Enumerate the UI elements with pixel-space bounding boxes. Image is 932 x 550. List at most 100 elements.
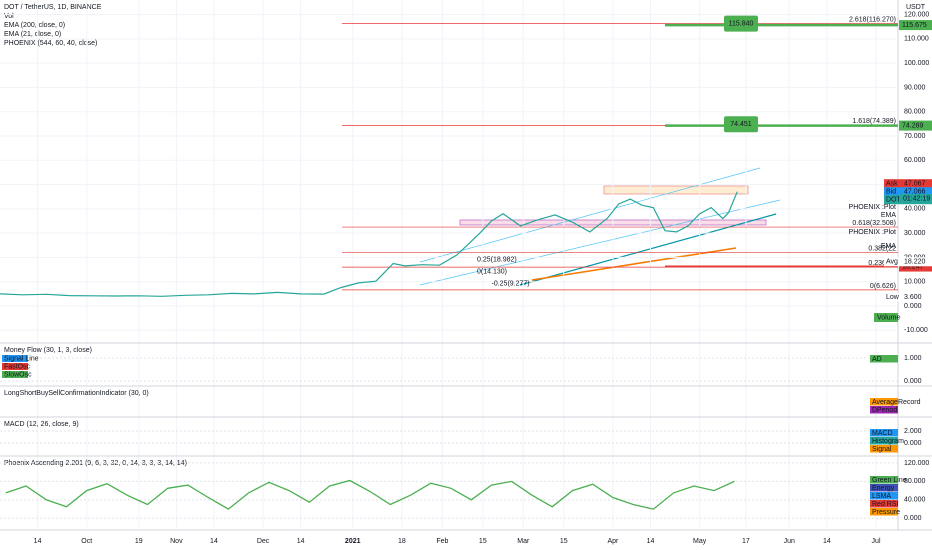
x-tick-label: Apr xyxy=(607,538,619,545)
oscillator-line xyxy=(5,479,735,510)
x-tick-label: 14 xyxy=(297,538,305,545)
x-tick-label: May xyxy=(693,538,707,545)
legend-label: Pressure xyxy=(872,509,900,516)
x-tick-label: Jun xyxy=(784,538,795,545)
x-tick-label: 14 xyxy=(210,538,218,545)
y-tick-label: -10.000 xyxy=(904,327,928,334)
fib-label: 0.25(18.982) xyxy=(477,257,517,264)
legend-badge xyxy=(870,437,898,445)
legend-swatch xyxy=(2,363,28,370)
badge-name: Bid xyxy=(886,189,896,196)
pane-title: LongShortBuySellConfirmationIndicator (3… xyxy=(4,390,149,397)
plot-label: EMA xyxy=(881,212,897,219)
legend-badge xyxy=(870,508,898,516)
y-tick-label: 40.000 xyxy=(904,206,926,213)
fib-level-label: 0.236(16 xyxy=(868,260,896,267)
x-tick-label: 17 xyxy=(742,538,750,545)
legend-label: LSMA xyxy=(872,493,891,500)
legend-badge xyxy=(870,398,898,406)
callout-label: 115.840 xyxy=(729,21,754,28)
y-tick-label: 0.000 xyxy=(904,303,922,310)
y-tick-label: 10.000 xyxy=(904,279,926,286)
pane-title: Phoenix Ascending 2.201 (9, 6, 3, 32, 0,… xyxy=(4,460,187,467)
channel-line xyxy=(419,199,781,286)
legend-label: AverageRecord xyxy=(872,399,921,406)
countdown: 01:42:19 xyxy=(903,195,930,202)
x-tick-label: Nov xyxy=(170,538,183,545)
badge-value: 47.067 xyxy=(904,181,926,188)
volume-badge xyxy=(874,313,898,322)
callout xyxy=(724,116,758,133)
plot-label: EMA xyxy=(881,243,897,250)
price-badge-label: 16.247 xyxy=(902,263,924,270)
legend-label: SlowOsc xyxy=(4,371,32,378)
trend-line xyxy=(519,213,777,286)
legend-label: FastOsc xyxy=(4,363,31,370)
y-tick-label: 120.000 xyxy=(904,11,929,18)
fib-level-label: 1.618(74.389) xyxy=(852,118,896,125)
price-badge-label: 74.289 xyxy=(902,122,924,129)
legend-badge xyxy=(870,406,898,414)
legend-label: Histogram xyxy=(872,438,904,445)
pane-title: MACD (12, 26, close, 9) xyxy=(4,421,79,428)
countdown-badge xyxy=(899,194,932,203)
legend-label: Signal Line xyxy=(4,355,39,362)
y-tick-label: 80.000 xyxy=(904,478,926,485)
legend-badge xyxy=(870,355,898,363)
legend-label: AD xyxy=(872,356,882,363)
fib-level-label: 0.382(22 xyxy=(868,245,896,252)
legend-label: DPeriod xyxy=(872,407,897,414)
x-tick-label: 14 xyxy=(647,538,655,545)
price-badge xyxy=(899,261,932,272)
price-badge xyxy=(899,120,932,131)
indicator-label: EMA (200, close, 0) xyxy=(4,22,65,29)
badge-name: Low xyxy=(886,294,900,301)
y-tick-label: 0.000 xyxy=(904,440,922,447)
legend-badge xyxy=(870,429,898,437)
price-badge xyxy=(899,20,932,31)
y-tick-label: 60.000 xyxy=(904,157,926,164)
price-line xyxy=(0,191,738,297)
x-tick-label: 2021 xyxy=(345,538,361,545)
fib-label: -0.25(9.277) xyxy=(492,280,530,287)
badge-name: Avg xyxy=(886,259,898,266)
y-tick-label: 1.000 xyxy=(904,355,922,362)
y-tick-label: 2.000 xyxy=(904,428,922,435)
symbol-title: DOT / TetherUS, 1D, BINANCE xyxy=(4,4,102,11)
y-tick-label: 120.000 xyxy=(904,460,929,467)
plot-label: PHOENIX :Plot xyxy=(849,229,897,236)
indicator-label: PHOENIX (544, 60, 40, close) xyxy=(4,40,97,47)
badge-value: 47.066 xyxy=(904,189,926,196)
x-tick-label: Dec xyxy=(257,538,270,545)
y-tick-label: 30.000 xyxy=(904,230,926,237)
x-tick-label: Jul xyxy=(872,538,881,545)
y-tick-label: 100.000 xyxy=(904,60,929,67)
callout-label: 74.451 xyxy=(730,121,752,128)
price-badge xyxy=(884,257,932,267)
y-tick-label: 110.000 xyxy=(904,36,929,43)
x-tick-label: 19 xyxy=(135,538,143,545)
price-badge-label: 115.675 xyxy=(902,22,927,29)
x-tick-label: 15 xyxy=(560,538,568,545)
badge-value: 3.600 xyxy=(904,294,922,301)
indicator-label: Vol xyxy=(4,13,14,20)
x-tick-label: 14 xyxy=(823,538,831,545)
y-tick-label: 90.000 xyxy=(904,84,926,91)
fib-level-label: 2.618(116.270) xyxy=(849,16,896,23)
channel-line xyxy=(419,167,761,263)
legend-badge xyxy=(870,476,898,484)
ema-line xyxy=(531,247,737,281)
x-tick-label: 15 xyxy=(479,538,487,545)
price-badge xyxy=(884,292,932,302)
legend-swatch xyxy=(2,371,28,378)
y-tick-label: 40.000 xyxy=(904,497,926,504)
legend-badge xyxy=(870,492,898,500)
legend-label: Signal xyxy=(872,446,892,453)
badge-value: 18.220 xyxy=(904,259,926,266)
legend-label: MACD xyxy=(872,430,893,437)
plot-label: PHOENIX :Plot xyxy=(849,204,897,211)
legend-swatch xyxy=(2,355,28,362)
volume-label: Volume xyxy=(877,314,900,321)
currency: USDT xyxy=(906,4,926,11)
